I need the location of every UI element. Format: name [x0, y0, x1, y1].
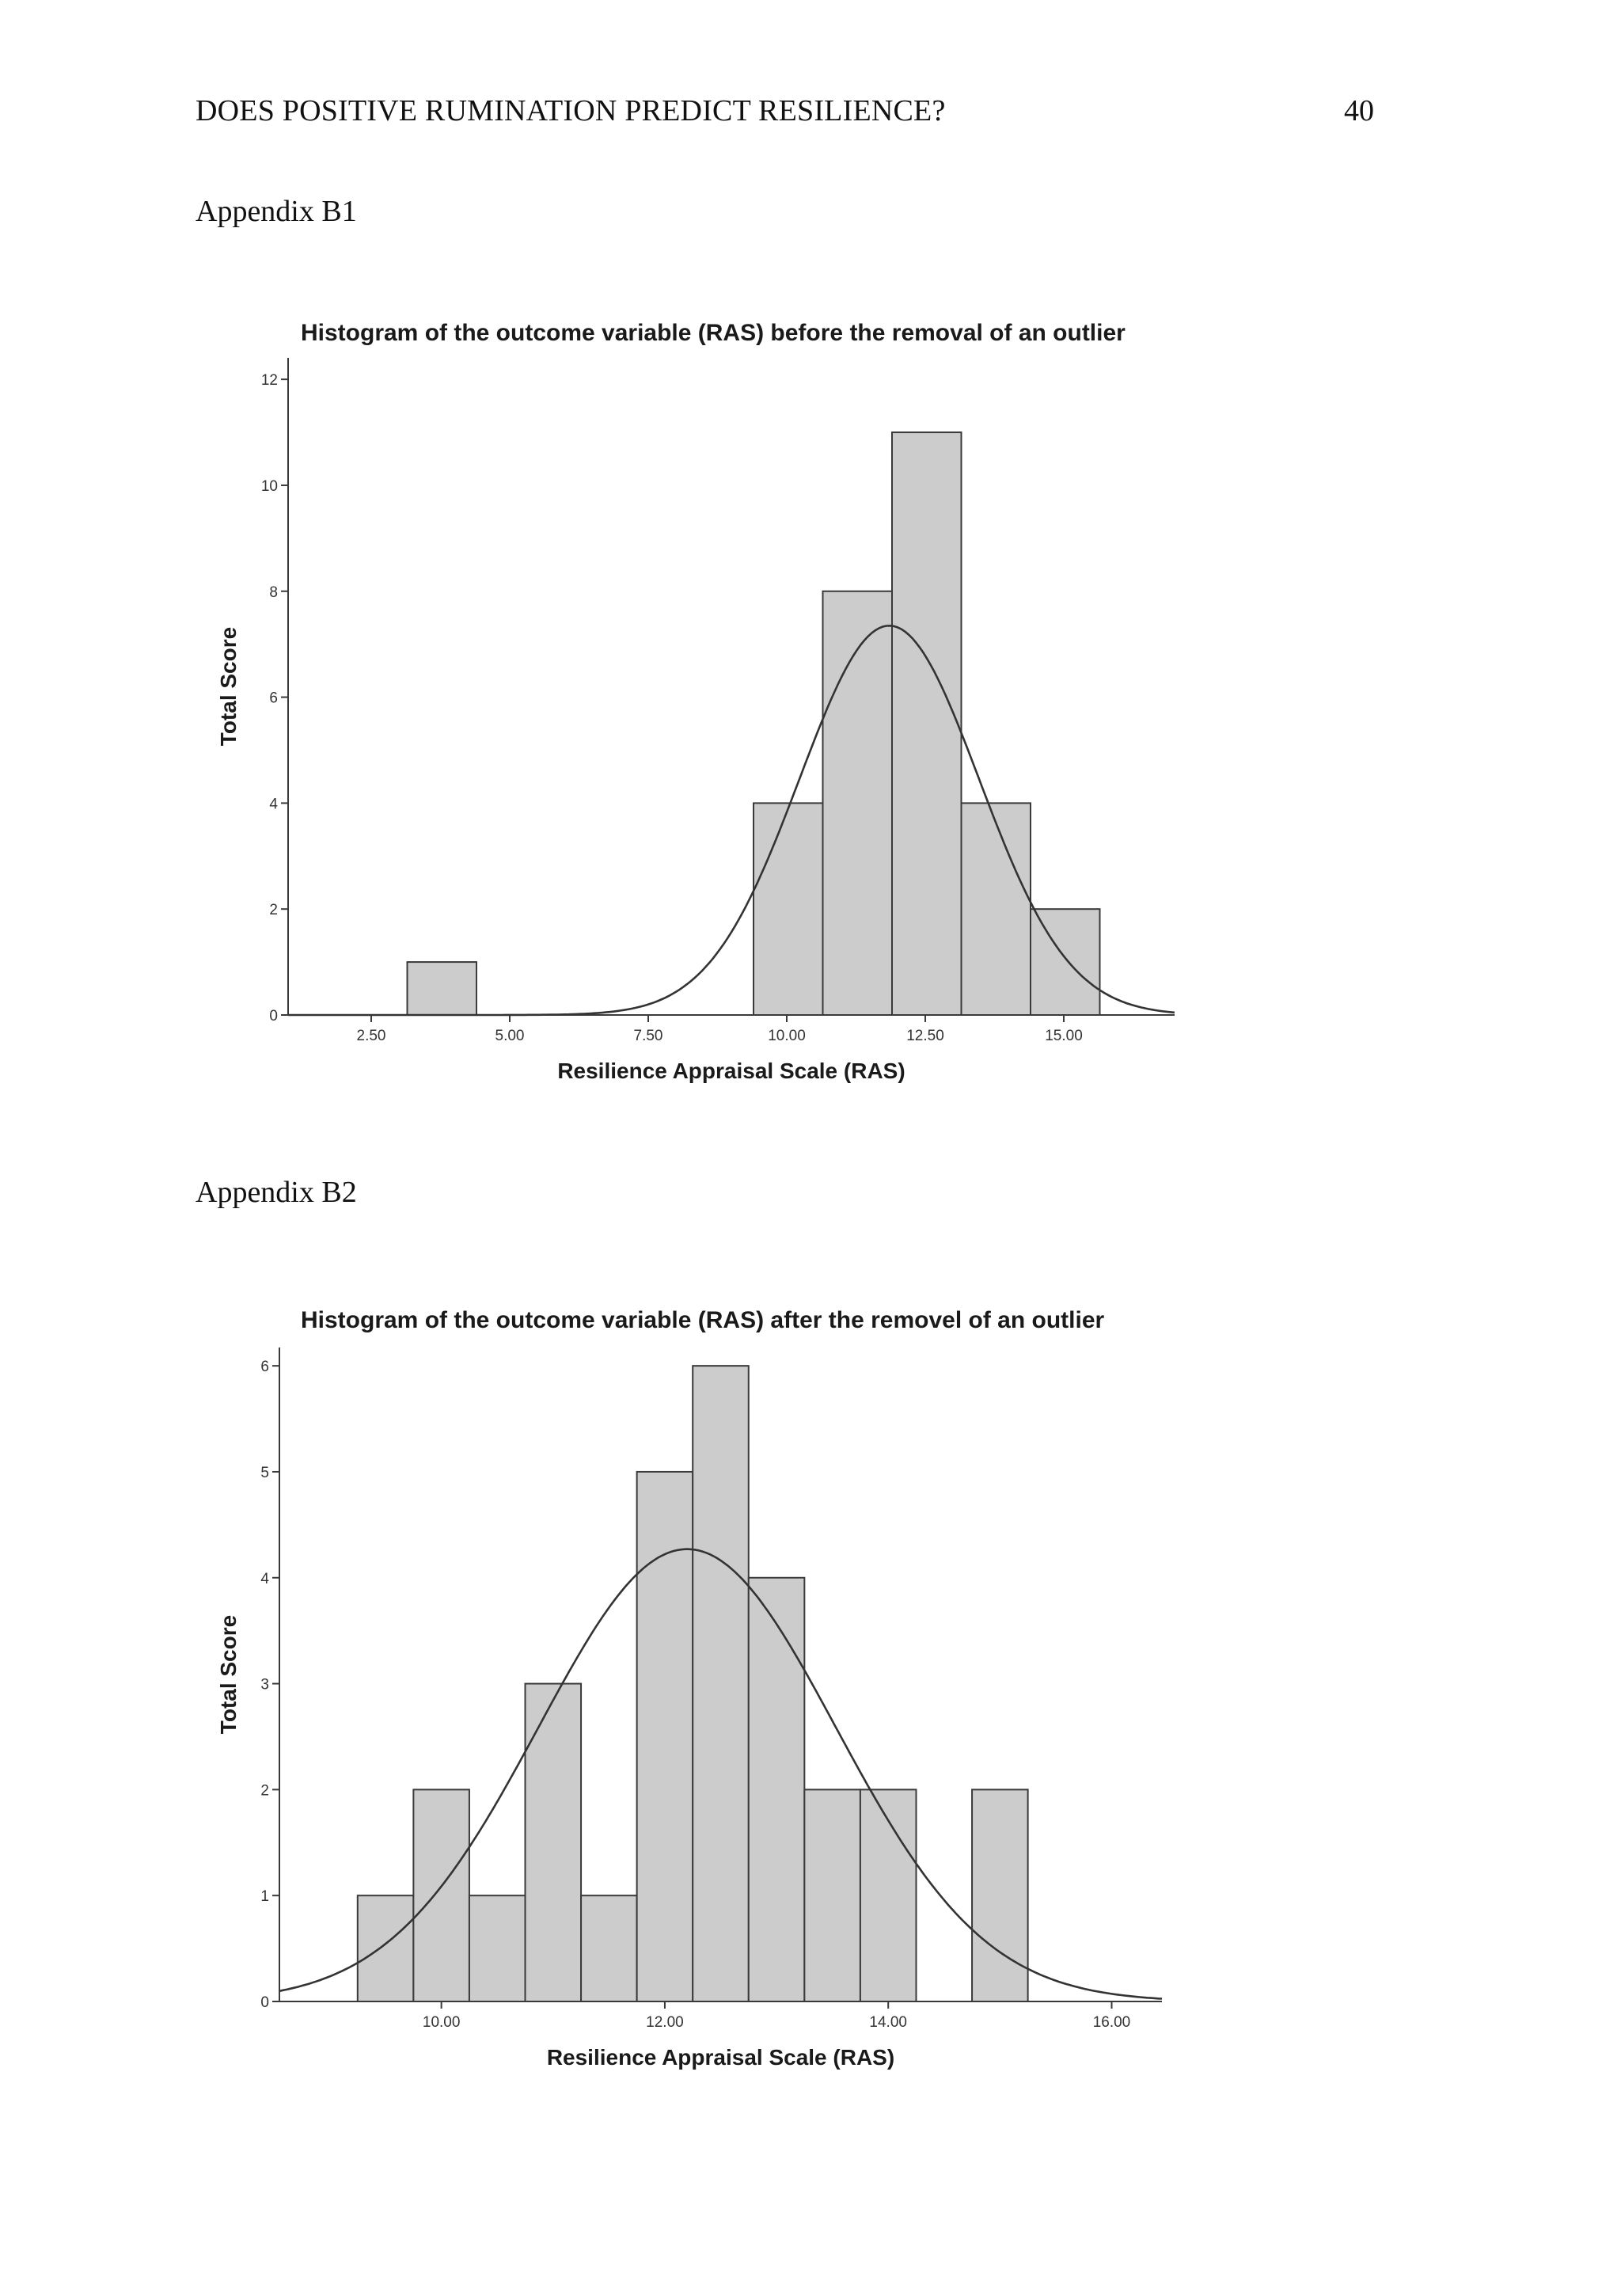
y-tick-label: 3	[260, 1677, 269, 1693]
y-tick-label: 2	[260, 1782, 269, 1799]
histogram-bar-7	[692, 1365, 750, 2002]
histogram-bar-6	[1030, 908, 1101, 1017]
appendix-b1-label: Appendix B1	[196, 195, 357, 228]
y-tick-label: 10	[261, 478, 278, 495]
histogram-bar-2	[753, 802, 824, 1017]
histogram-b2: Histogram of the outcome variable (RAS) …	[216, 1307, 1163, 2070]
y-tick-label: 5	[260, 1465, 269, 1481]
histogram-bar-5	[580, 1895, 638, 2003]
x-tick-label: 12.50	[906, 1028, 944, 1044]
histogram-bar-11	[971, 1789, 1029, 2003]
x-tick-label: 15.00	[1045, 1028, 1083, 1044]
histogram-bar-3	[468, 1895, 526, 2003]
normal-distribution-curve	[288, 624, 1175, 1017]
x-tick-label: 10.00	[423, 2014, 461, 2031]
chart-title: Histogram of the outcome variable (RAS) …	[301, 320, 1126, 346]
page-number: 40	[1344, 94, 1374, 127]
y-tick-label: 6	[269, 690, 278, 707]
x-tick-label: 12.00	[646, 2014, 684, 2031]
histogram-bar-8	[747, 1576, 806, 2002]
x-tick-label: 14.00	[869, 2014, 907, 2031]
y-tick-label: 4	[260, 1571, 269, 1587]
y-tick-label: 0	[260, 1994, 269, 2011]
x-tick-label: 5.00	[495, 1028, 525, 1044]
y-tick-label: 12	[261, 372, 278, 389]
y-tick-label: 6	[260, 1359, 269, 1375]
y-tick-label: 4	[269, 796, 278, 812]
histogram-bar-1	[356, 1895, 415, 2003]
x-tick-label: 10.00	[768, 1028, 806, 1044]
x-axis-title: Resilience Appraisal Scale (RAS)	[557, 1059, 905, 1083]
chart-title: Histogram of the outcome variable (RAS) …	[301, 1307, 1105, 1333]
x-axis-title: Resilience Appraisal Scale (RAS)	[547, 2045, 894, 2070]
appendix-b2-label: Appendix B2	[196, 1176, 357, 1209]
histogram-bar-1	[406, 961, 477, 1016]
y-tick-label: 0	[269, 1008, 278, 1024]
y-tick-label: 2	[269, 902, 278, 918]
histogram-bar-2	[412, 1789, 470, 2003]
histogram-bar-5	[960, 802, 1031, 1017]
x-tick-label: 16.00	[1093, 2014, 1131, 2031]
y-axis-title: Total Score	[216, 1615, 241, 1734]
normal-distribution-curve	[279, 1548, 1163, 2000]
histogram-bar-4	[524, 1682, 583, 2002]
y-axis-title: Total Score	[216, 627, 241, 746]
y-tick-label: 8	[269, 584, 278, 601]
x-tick-label: 7.50	[634, 1028, 663, 1044]
y-tick-label: 1	[260, 1888, 269, 1905]
x-tick-label: 2.50	[357, 1028, 386, 1044]
histogram-bar-4	[891, 431, 962, 1017]
running-head: DOES POSITIVE RUMINATION PREDICT RESILIE…	[196, 94, 946, 127]
histogram-bar-9	[803, 1789, 861, 2003]
histogram-b1: Histogram of the outcome variable (RAS) …	[216, 320, 1175, 1083]
histogram-bar-6	[636, 1470, 694, 2002]
histogram-bar-3	[822, 590, 893, 1016]
